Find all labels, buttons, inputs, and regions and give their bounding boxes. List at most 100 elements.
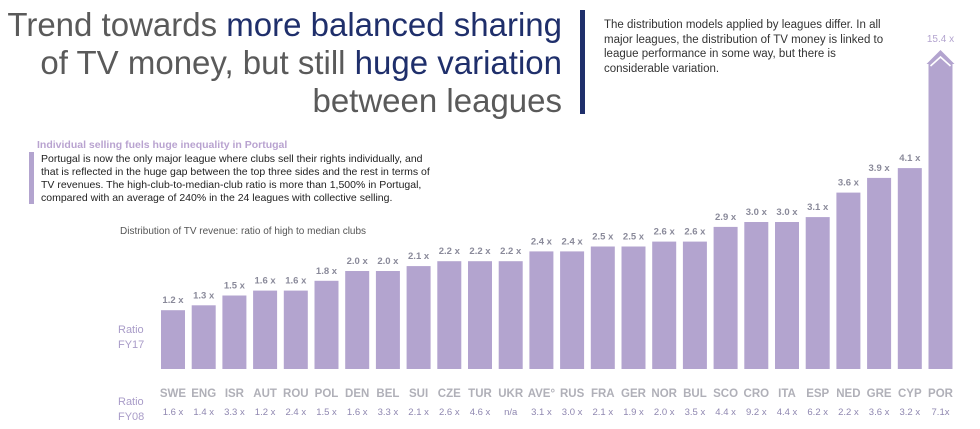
value-label-POR: 15.4 x — [927, 34, 954, 45]
title-part1: Trend towards — [7, 6, 227, 43]
value-label-CRO: 3.0 x — [746, 207, 768, 218]
value-label-UKR: 2.2 x — [500, 246, 522, 257]
chart-title: Distribution of TV revenue: ratio of hig… — [120, 226, 367, 237]
category-label-BEL: BEL — [376, 388, 399, 400]
fy08-value-AVE°: 3.1 x — [531, 407, 552, 418]
category-label-DEN: DEN — [345, 388, 369, 400]
fy17-label-line1: Ratio — [118, 324, 144, 336]
fy08-value-ENG: 1.4 x — [193, 407, 214, 418]
bar-AVE° — [529, 251, 554, 369]
bar-POL — [314, 280, 339, 369]
value-label-SUI: 2.1 x — [408, 251, 430, 262]
value-label-AVE°: 2.4 x — [531, 236, 553, 247]
category-label-ITA: ITA — [778, 388, 796, 400]
category-label-POR: POR — [928, 388, 954, 400]
bar-ENG — [191, 305, 216, 369]
fy08-value-CYP: 3.2 x — [899, 407, 920, 418]
category-label-SUI: SUI — [409, 388, 428, 400]
bar-CZE — [437, 261, 462, 369]
fy08-value-RUS: 3.0 x — [562, 407, 583, 418]
value-label-ROU: 1.6 x — [285, 276, 307, 287]
category-label-ISR: ISR — [225, 388, 245, 400]
value-label-SCO: 2.9 x — [715, 212, 737, 223]
fy08-value-NOR: 2.0 x — [654, 407, 675, 418]
value-label-DEN: 2.0 x — [347, 256, 369, 267]
bar-ISR — [222, 295, 247, 369]
value-label-ITA: 3.0 x — [776, 207, 798, 218]
intro-text: The distribution models applied by leagu… — [604, 19, 884, 75]
fy08-value-ROU: 2.4 x — [285, 407, 306, 418]
bar-DEN — [345, 271, 370, 369]
fy08-value-AUT: 1.2 x — [255, 407, 276, 418]
category-label-GRE: GRE — [867, 388, 892, 400]
fy08-value-UKR: n/a — [504, 407, 518, 418]
value-label-ENG: 1.3 x — [193, 290, 215, 301]
category-label-SWE: SWE — [160, 388, 187, 400]
bar-POR — [928, 62, 953, 369]
bar-SWE — [161, 310, 185, 369]
fy17-label-line2: FY17 — [118, 339, 145, 351]
category-label-CZE: CZE — [438, 388, 461, 400]
fy08-value-CRO: 9.2 x — [746, 407, 767, 418]
title-divider — [580, 10, 585, 114]
bar-NED — [836, 192, 861, 369]
category-label-ENG: ENG — [191, 388, 216, 400]
title-highlight-1: more balanced sharing — [226, 6, 562, 43]
fy08-value-SUI: 2.1 x — [408, 407, 429, 418]
fy08-value-TUR: 4.6 x — [470, 407, 491, 418]
value-label-RUS: 2.4 x — [562, 236, 584, 247]
value-label-CZE: 2.2 x — [439, 246, 461, 257]
bar-FRA — [590, 246, 615, 369]
category-label-POL: POL — [315, 388, 339, 400]
category-label-CYP: CYP — [898, 388, 922, 400]
value-label-NOR: 2.6 x — [654, 227, 676, 238]
fy08-value-NED: 2.2 x — [838, 407, 859, 418]
value-label-GRE: 3.9 x — [869, 163, 891, 174]
fy08-value-SCO: 4.4 x — [715, 407, 736, 418]
fy08-value-ISR: 3.3 x — [224, 407, 245, 418]
bar-UKR — [498, 261, 523, 369]
value-label-FRA: 2.5 x — [592, 232, 614, 243]
category-label-BUL: BUL — [683, 388, 707, 400]
bar-TUR — [468, 261, 492, 369]
category-label-AVE°: AVE° — [528, 388, 556, 400]
fy08-value-DEN: 1.6 x — [347, 407, 368, 418]
bar-AUT — [253, 290, 278, 369]
category-label-CRO: CRO — [744, 388, 770, 400]
category-label-SCO: SCO — [713, 388, 738, 400]
value-label-POL: 1.8 x — [316, 266, 338, 277]
category-label-AUT: AUT — [253, 388, 277, 400]
category-label-TUR: TUR — [468, 388, 492, 400]
value-label-BUL: 2.6 x — [684, 227, 706, 238]
callout-heading: Individual selling fuels huge inequality… — [37, 139, 288, 151]
fy08-label-line2: FY08 — [118, 411, 145, 423]
bar-SCO — [713, 226, 738, 369]
value-label-BEL: 2.0 x — [377, 256, 399, 267]
value-label-AUT: 1.6 x — [255, 276, 277, 287]
bar-CYP — [897, 168, 922, 369]
fy08-label-line1: Ratio — [118, 396, 144, 408]
value-label-TUR: 2.2 x — [469, 246, 491, 257]
callout-accent-bar — [29, 152, 34, 204]
fy08-value-GER: 1.9 x — [623, 407, 644, 418]
category-label-GER: GER — [621, 388, 647, 400]
bar-GER — [621, 246, 646, 369]
value-label-GER: 2.5 x — [623, 232, 645, 243]
fy08-value-FRA: 2.1 x — [592, 407, 613, 418]
fy08-value-POL: 1.5 x — [316, 407, 337, 418]
callout-text: Portugal is now the only major league wh… — [41, 153, 430, 204]
axis-break-mark — [929, 55, 952, 67]
value-label-CYP: 4.1 x — [899, 153, 921, 164]
category-label-UKR: UKR — [498, 388, 524, 400]
fy08-value-CZE: 2.6 x — [439, 407, 460, 418]
value-label-ISR: 1.5 x — [224, 281, 246, 292]
category-label-ROU: ROU — [283, 388, 309, 400]
bar-BEL — [375, 271, 400, 369]
bar-ITA — [775, 222, 799, 369]
bar-RUS — [560, 251, 585, 369]
value-label-NED: 3.6 x — [838, 178, 860, 189]
category-label-NED: NED — [836, 388, 860, 400]
bar-NOR — [652, 241, 677, 369]
fy08-value-POR: 7.1x — [932, 407, 950, 418]
